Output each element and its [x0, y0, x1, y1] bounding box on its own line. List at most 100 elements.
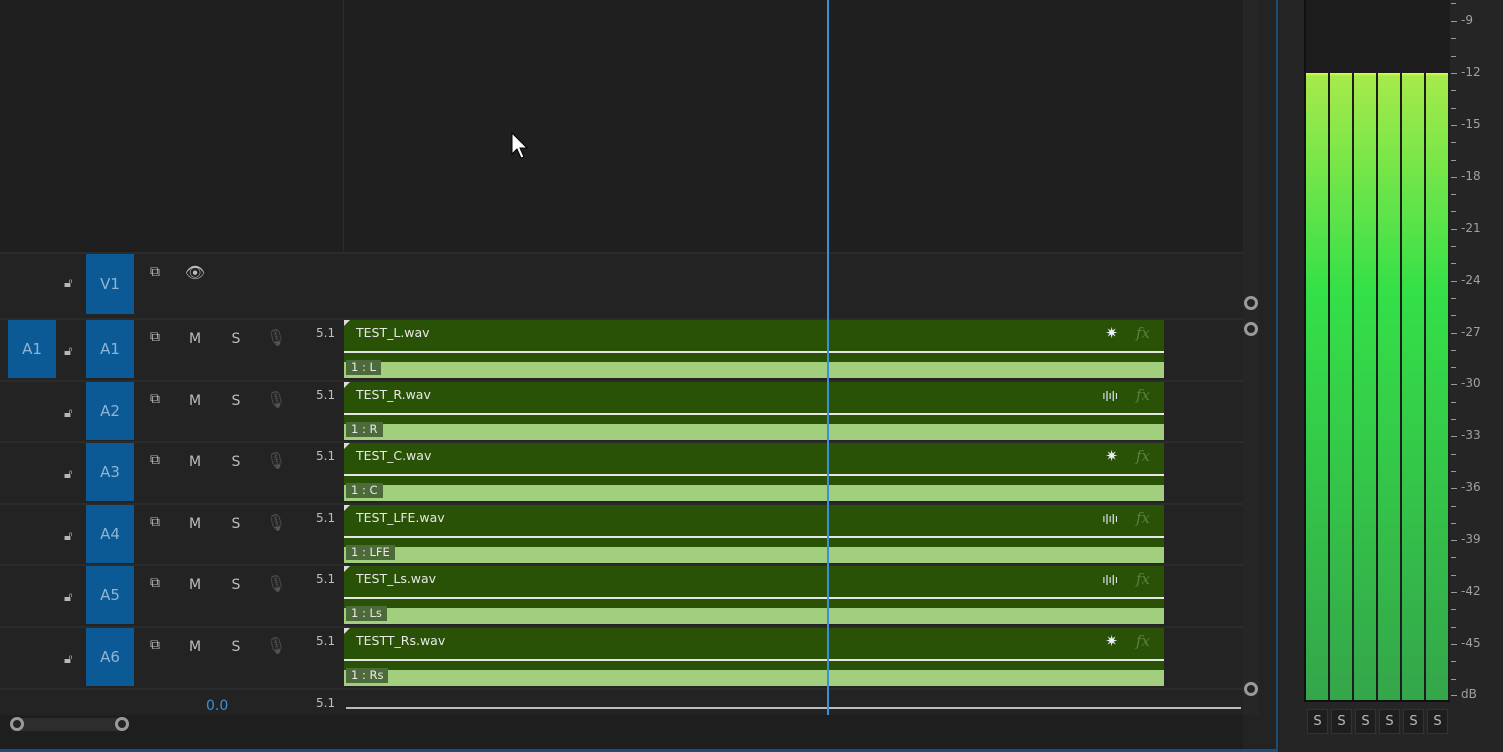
volume-line[interactable] [344, 659, 1164, 661]
fx-badge[interactable]: fx [1135, 570, 1150, 588]
track-target[interactable]: A6 [86, 628, 134, 686]
lock-icon[interactable]: 🔓︎ [64, 344, 73, 359]
master-track: 0.0 5.1 [0, 688, 1243, 715]
meter-scale-label: -18 [1461, 168, 1481, 183]
audio-track: 🔓︎ A6 ⧉ M S 🎙︎ 5.1 TESTT_Rs.wav ✷ fx 1 :… [0, 626, 1243, 688]
track-target[interactable]: A5 [86, 566, 134, 624]
lock-icon[interactable]: 🔓︎ [64, 467, 73, 482]
volume-line[interactable] [344, 413, 1164, 415]
audio-clip[interactable]: TEST_LFE.wav ıǀıǀı fx 1 : LFE [344, 505, 1164, 563]
volume-line[interactable] [344, 597, 1164, 599]
scroll-handle[interactable] [1244, 296, 1258, 310]
microphone-icon[interactable]: 🎙︎ [265, 574, 287, 593]
scroll-handle-left[interactable] [10, 717, 24, 731]
meter-solo-button[interactable]: S [1403, 709, 1424, 734]
track-target[interactable]: A2 [86, 382, 134, 440]
zoom-scroll-track[interactable] [10, 718, 125, 731]
mute-button[interactable]: M [188, 393, 202, 409]
sparkle-icon[interactable]: ✷ [1105, 447, 1118, 465]
fx-badge[interactable]: fx [1135, 324, 1150, 342]
waveform-icon[interactable]: ıǀıǀı [1102, 389, 1118, 402]
vertical-scrollbar[interactable] [1243, 0, 1259, 715]
fx-badge[interactable]: fx [1135, 447, 1150, 465]
mute-button[interactable]: M [188, 516, 202, 532]
meter-scale-label: -30 [1461, 376, 1481, 391]
volume-line[interactable] [344, 474, 1164, 476]
solo-button[interactable]: S [231, 454, 241, 470]
volume-line[interactable] [344, 351, 1164, 353]
lock-icon[interactable]: 🔓︎ [64, 276, 73, 291]
meter-solo-button[interactable]: S [1307, 709, 1328, 734]
meter-tick [1451, 384, 1457, 386]
fx-badge[interactable]: fx [1135, 386, 1150, 404]
source-patch[interactable]: A1 [8, 320, 56, 378]
eye-icon[interactable]: 👁︎ [184, 263, 206, 282]
track-name: A3 [100, 463, 120, 481]
meter-minor-tick [1451, 349, 1456, 351]
lock-icon[interactable]: 🔓︎ [64, 406, 73, 421]
mute-button[interactable]: M [188, 331, 202, 347]
sync-lock-icon[interactable]: ⧉ [150, 575, 160, 591]
meter-minor-tick [1451, 142, 1456, 144]
sync-lock-icon[interactable]: ⧉ [150, 264, 160, 280]
mute-button[interactable]: M [188, 639, 202, 655]
fx-badge[interactable]: fx [1135, 632, 1150, 650]
sync-lock-icon[interactable]: ⧉ [150, 514, 160, 530]
solo-button[interactable]: S [231, 331, 241, 347]
solo-button[interactable]: S [231, 639, 241, 655]
meter-solo-button[interactable]: S [1427, 709, 1448, 734]
sparkle-icon[interactable]: ✷ [1105, 632, 1118, 650]
scroll-handle[interactable] [1244, 682, 1258, 696]
solo-button[interactable]: S [231, 516, 241, 532]
solo-button[interactable]: S [231, 393, 241, 409]
lock-icon[interactable]: 🔓︎ [64, 652, 73, 667]
lock-icon[interactable]: 🔓︎ [64, 590, 73, 605]
channel-format: 5.1 [316, 326, 336, 340]
horizontal-scrollbar[interactable] [0, 715, 1243, 752]
meter-minor-tick [1451, 55, 1456, 57]
meter-solo-button[interactable]: S [1379, 709, 1400, 734]
channel-label: 1 : Rs [346, 668, 389, 683]
volume-line[interactable] [344, 536, 1164, 538]
microphone-icon[interactable]: 🎙︎ [265, 451, 287, 470]
mute-button[interactable]: M [188, 577, 202, 593]
meter-solo-button[interactable]: S [1331, 709, 1352, 734]
microphone-icon[interactable]: 🎙︎ [265, 513, 287, 532]
master-volume[interactable]: 0.0 [206, 698, 229, 714]
sync-lock-icon[interactable]: ⧉ [150, 637, 160, 653]
audio-clip[interactable]: TESTT_Rs.wav ✷ fx 1 : Rs [344, 628, 1164, 686]
meter-solo-button[interactable]: S [1355, 709, 1376, 734]
sync-lock-icon[interactable]: ⧉ [150, 452, 160, 468]
microphone-icon[interactable]: 🎙︎ [265, 328, 287, 347]
meter-tick [1451, 280, 1457, 282]
sync-lock-icon[interactable]: ⧉ [150, 329, 160, 345]
solo-button[interactable]: S [231, 577, 241, 593]
meter-scale-label: -12 [1461, 65, 1481, 79]
track-target[interactable]: A1 [86, 320, 134, 378]
master-channels: 5.1 [316, 696, 336, 710]
playhead[interactable] [827, 0, 829, 715]
waveform-icon[interactable]: ıǀıǀı [1102, 512, 1118, 525]
audio-clip[interactable]: TEST_R.wav ıǀıǀı fx 1 : R [344, 382, 1164, 440]
sparkle-icon[interactable]: ✷ [1105, 324, 1118, 342]
sync-lock-icon[interactable]: ⧉ [150, 391, 160, 407]
scroll-handle[interactable] [1244, 322, 1258, 336]
audio-track: 🔓︎ A5 ⧉ M S 🎙︎ 5.1 TEST_Ls.wav ıǀıǀı fx … [0, 564, 1243, 626]
meter-bar [1378, 73, 1400, 700]
microphone-icon[interactable]: 🎙︎ [265, 636, 287, 655]
audio-clip[interactable]: TEST_L.wav ✷ fx 1 : L [344, 320, 1164, 378]
meter-minor-tick [1451, 246, 1456, 247]
waveform-icon[interactable]: ıǀıǀı [1102, 573, 1118, 586]
track-target[interactable]: A3 [86, 443, 134, 501]
track-target-v1[interactable]: V1 [86, 254, 134, 314]
lock-icon[interactable]: 🔓︎ [64, 529, 73, 544]
scroll-handle-right[interactable] [115, 717, 129, 731]
channel-bar [344, 608, 1164, 624]
audio-clip[interactable]: TEST_C.wav ✷ fx 1 : C [344, 443, 1164, 501]
fx-badge[interactable]: fx [1135, 509, 1150, 527]
meter-minor-tick [1451, 661, 1456, 663]
track-target[interactable]: A4 [86, 505, 134, 563]
audio-clip[interactable]: TEST_Ls.wav ıǀıǀı fx 1 : Ls [344, 566, 1164, 624]
microphone-icon[interactable]: 🎙︎ [265, 390, 287, 409]
mute-button[interactable]: M [188, 454, 202, 470]
